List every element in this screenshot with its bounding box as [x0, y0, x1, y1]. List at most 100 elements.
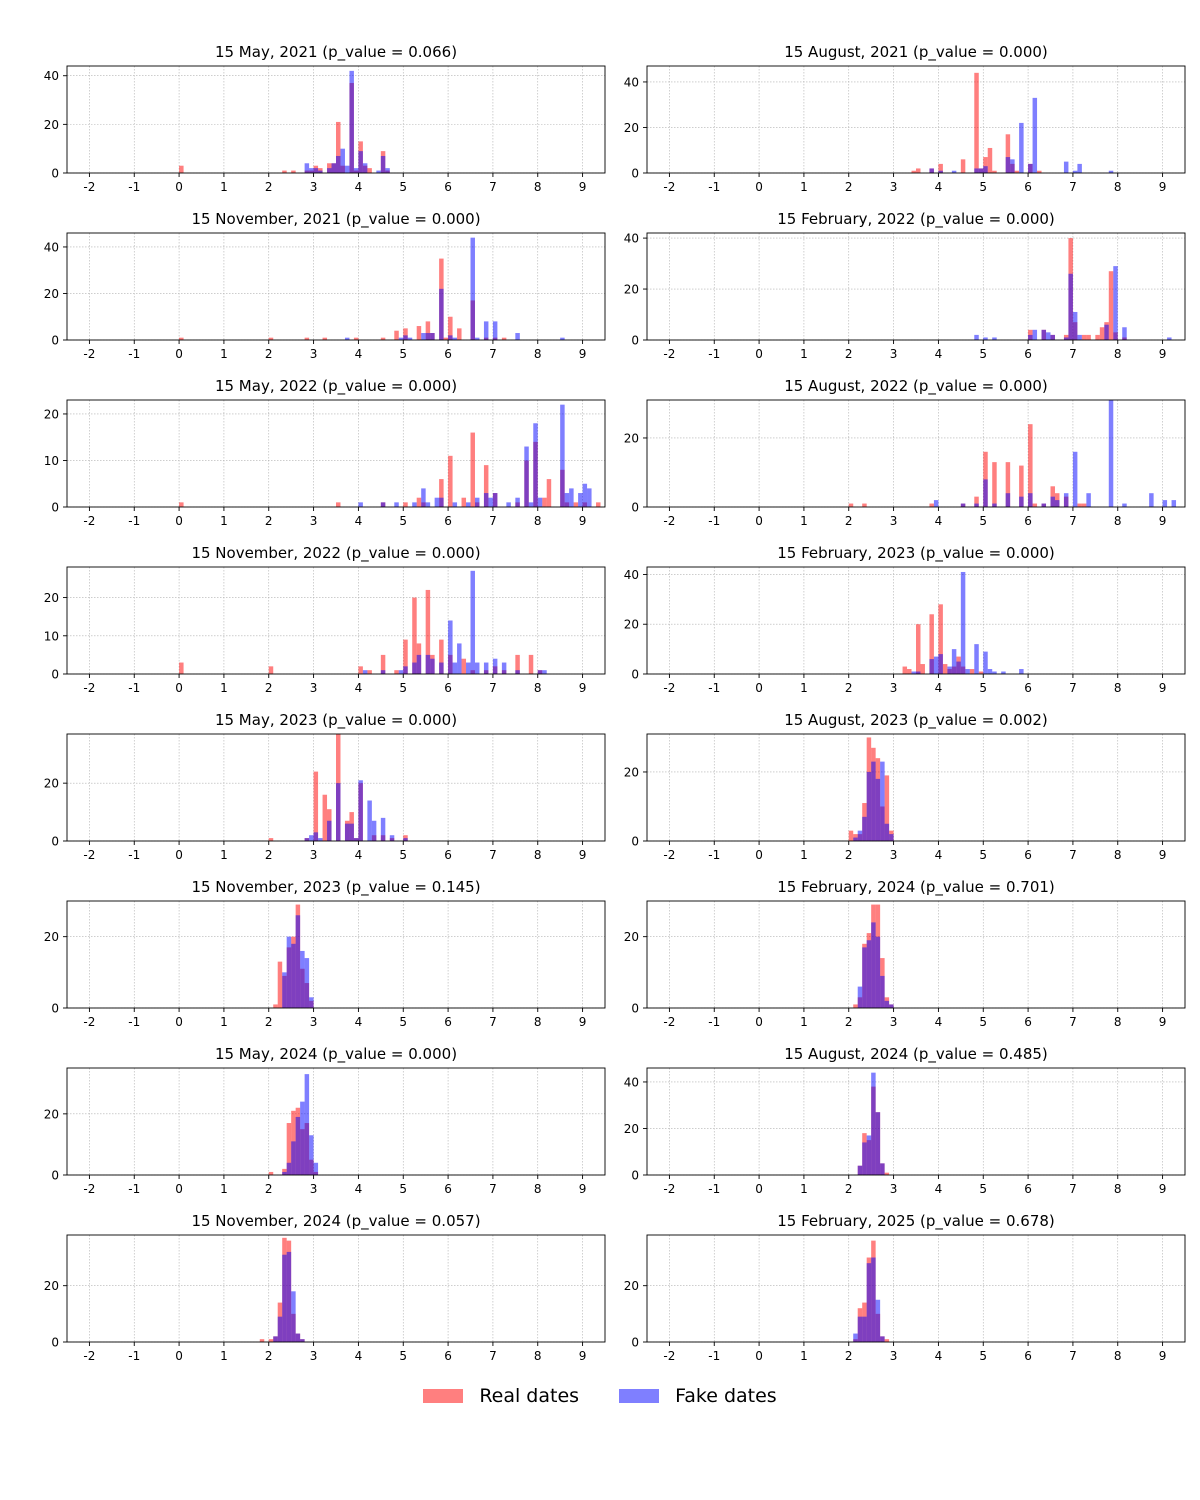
x-tick-label: 5	[399, 1182, 407, 1196]
histogram-panel-7: 15 November, 2022 (p_value = 0.000) -2 -1 0…	[44, 544, 606, 695]
y-tick-label: 10	[44, 454, 59, 468]
x-tick-label: 3	[890, 1015, 898, 1029]
bar-fake	[282, 972, 287, 1008]
bar-real	[1019, 465, 1024, 507]
x-tick-label: 5	[399, 681, 407, 695]
y-tick-label: 20	[44, 591, 59, 605]
x-tick-label: 7	[1069, 1349, 1077, 1363]
x-tick-label: 8	[534, 1349, 542, 1363]
bar-fake	[524, 446, 529, 507]
legend-swatch-fake	[619, 1389, 660, 1403]
x-tick-label: -2	[83, 514, 95, 528]
x-tick-label: 8	[534, 681, 542, 695]
bar-real	[1014, 170, 1020, 173]
bar-fake	[349, 823, 354, 841]
bar-fake	[376, 170, 381, 173]
bar-real	[1086, 334, 1091, 340]
bar-fake	[1041, 329, 1047, 340]
bar-fake	[983, 166, 988, 173]
panel-title: 15 August, 2021 (p_value = 0.000)	[784, 43, 1048, 62]
x-tick-label: 9	[1159, 1015, 1167, 1029]
bar-real	[848, 503, 854, 507]
bar-fake	[483, 493, 489, 507]
bar-fake	[938, 170, 943, 173]
bar-fake	[862, 1142, 867, 1175]
bar-real	[907, 669, 912, 674]
bar-fake	[884, 823, 890, 841]
x-tick-label: 4	[355, 1349, 363, 1363]
y-tick-label: 0	[51, 1169, 59, 1183]
y-tick-label: 20	[624, 431, 639, 445]
bar-real	[974, 72, 979, 173]
x-tick-label: 5	[399, 347, 407, 361]
y-tick-label: 20	[624, 765, 639, 779]
bar-fake	[974, 503, 979, 507]
legend-swatch-real	[423, 1389, 464, 1403]
y-tick-label: 10	[44, 629, 59, 643]
bar-fake	[533, 423, 538, 507]
x-tick-label: 2	[265, 1015, 273, 1029]
bar-real	[322, 794, 328, 841]
x-tick-label: 2	[845, 681, 853, 695]
bar-real	[286, 1123, 292, 1175]
bar-fake	[515, 497, 520, 507]
bar-fake	[857, 986, 863, 1008]
bar-real	[439, 639, 444, 674]
x-tick-label: 4	[935, 514, 943, 528]
bar-fake	[956, 661, 961, 674]
y-tick-label: 20	[624, 1279, 639, 1293]
x-tick-label: 2	[265, 180, 273, 194]
x-tick-label: 1	[220, 1015, 228, 1029]
axes-frame	[66, 65, 606, 174]
bar-fake	[1167, 337, 1172, 340]
x-tick-label: 9	[1159, 681, 1167, 695]
x-tick-label: 3	[890, 514, 898, 528]
x-tick-label: 3	[890, 681, 898, 695]
bar-fake	[380, 155, 386, 173]
axes-frame	[646, 1067, 1186, 1176]
x-tick-label: -1	[128, 347, 140, 361]
x-tick-label: 2	[845, 1349, 853, 1363]
histogram-panel-12: 15 February, 2024 (p_value = 0.701) -2 -1 0…	[624, 878, 1186, 1029]
histogram-panel-14: 15 August, 2024 (p_value = 0.485) -2 -1 0 1 2…	[624, 1045, 1186, 1196]
x-tick-label: 7	[489, 180, 497, 194]
bars-group	[179, 404, 601, 507]
x-tick-label: 4	[935, 681, 943, 695]
bar-fake	[309, 168, 314, 173]
bar-fake	[492, 493, 498, 507]
bar-fake	[875, 936, 881, 1008]
bar-fake	[492, 658, 498, 674]
bars-group	[259, 1237, 305, 1342]
histogram-grid-figure: 15 May, 2021 (p_value = 0.066) -2 -1 0 1 2 3 4 5…	[44, 43, 1186, 1363]
bar-real	[1050, 486, 1055, 507]
bar-real	[884, 775, 890, 841]
bar-fake	[1149, 493, 1154, 507]
x-tick-label: 6	[1024, 1182, 1032, 1196]
x-tick-label: 1	[800, 1349, 808, 1363]
bar-fake	[853, 837, 858, 841]
bar-fake	[857, 830, 863, 841]
y-tick-label: 0	[51, 668, 59, 682]
bar-fake	[430, 333, 435, 340]
y-tick-label: 0	[631, 1336, 639, 1350]
bar-fake	[1028, 163, 1033, 173]
x-tick-label: 5	[979, 180, 987, 194]
x-tick-label: 6	[444, 514, 452, 528]
x-tick-label: -2	[83, 1349, 95, 1363]
axes-frame	[66, 733, 606, 842]
bars-group	[853, 904, 894, 1008]
bar-fake	[304, 163, 310, 173]
histogram-panel-9: 15 May, 2023 (p_value = 0.000) -2 -1 0 1 2 3 4 5…	[44, 711, 606, 862]
x-tick-label: 2	[845, 180, 853, 194]
bar-fake	[875, 1299, 881, 1342]
bar-fake	[542, 670, 547, 674]
x-tick-label: -2	[83, 180, 95, 194]
bar-fake	[1162, 500, 1168, 507]
x-tick-label: 9	[579, 347, 587, 361]
bar-real	[992, 170, 997, 173]
bar-real	[902, 666, 908, 674]
bar-fake	[309, 997, 314, 1008]
bar-fake	[560, 337, 565, 340]
bar-fake	[1072, 451, 1078, 507]
bar-fake	[403, 838, 408, 841]
